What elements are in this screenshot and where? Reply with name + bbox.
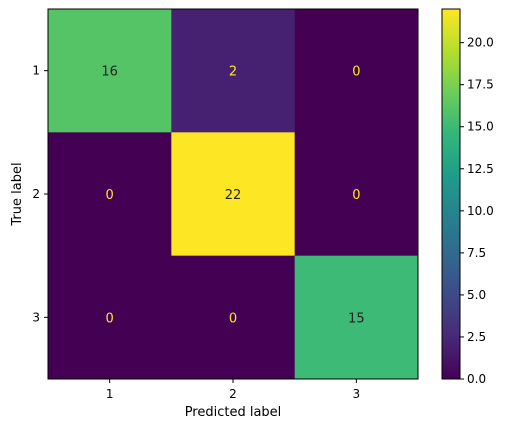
x-tick-label: 2 (229, 387, 237, 401)
colorbar-tick-label: 10.0 (467, 204, 494, 218)
cell-value-label: 2 (229, 65, 237, 80)
matrix-cells: 16 2 0 0 22 0 0 0 15 (48, 9, 419, 380)
matrix-cell (294, 9, 419, 133)
x-axis-ticks: 1 2 3 (106, 379, 360, 401)
y-tick-label: 3 (32, 310, 40, 324)
colorbar-tick-label: 0.0 (467, 372, 486, 386)
matrix-cell (294, 132, 419, 257)
colorbar-tick-label: 2.5 (467, 330, 486, 344)
y-axis-ticks: 1 2 3 (32, 64, 48, 324)
matrix-cell (294, 255, 419, 380)
cell-value-label: 0 (106, 188, 114, 203)
cell-value-label: 0 (106, 311, 114, 326)
matrix-cell (171, 132, 296, 257)
matrix-cell (48, 132, 172, 257)
colorbar-ticks: 0.0 2.5 5.0 7.5 10.0 12.5 15.0 17.5 20.0 (460, 36, 494, 386)
y-tick-label: 2 (32, 187, 40, 201)
colorbar-tick-label: 17.5 (467, 78, 494, 92)
colorbar-tick-label: 5.0 (467, 288, 486, 302)
y-axis-label: True label (10, 162, 25, 226)
colorbar (441, 8, 461, 380)
cell-value-label: 0 (352, 188, 360, 203)
colorbar-tick-label: 12.5 (467, 162, 494, 176)
cell-value-label: 22 (225, 188, 242, 203)
cell-value-label: 0 (229, 311, 237, 326)
matrix-cell (48, 255, 172, 380)
x-tick-label: 3 (353, 387, 361, 401)
x-axis-label: Predicted label (185, 405, 282, 420)
matrix-cell (171, 9, 296, 133)
colorbar-tick-label: 15.0 (467, 120, 494, 134)
y-tick-label: 1 (32, 64, 40, 78)
matrix-cell (171, 255, 296, 380)
cell-value-label: 15 (348, 311, 365, 326)
colorbar-tick-label: 7.5 (467, 246, 486, 260)
cell-value-label: 16 (101, 65, 118, 80)
matrix-cell (48, 9, 172, 133)
x-tick-label: 1 (106, 387, 114, 401)
colorbar-tick-label: 20.0 (467, 36, 494, 50)
cell-value-label: 0 (352, 65, 360, 80)
